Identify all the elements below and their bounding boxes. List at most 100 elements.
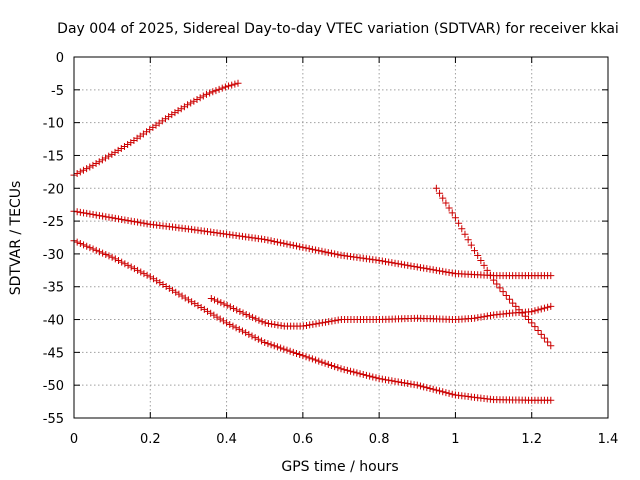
data-point — [121, 260, 129, 268]
data-point — [80, 241, 88, 249]
data-point — [86, 244, 94, 252]
x-tick-label: 0.6 — [293, 432, 314, 447]
data-point — [321, 248, 329, 256]
data-point — [118, 258, 126, 266]
data-point — [388, 259, 396, 267]
data-point — [248, 332, 256, 340]
data-point — [267, 237, 275, 245]
data-point — [197, 304, 205, 312]
data-point — [190, 97, 198, 105]
data-point — [277, 239, 285, 247]
y-tick-label: -15 — [43, 149, 64, 164]
data-point — [401, 379, 409, 387]
data-point — [219, 317, 227, 325]
data-point — [528, 308, 536, 316]
y-tick-label: -10 — [43, 117, 64, 132]
data-point — [305, 245, 313, 253]
data-point — [140, 270, 148, 278]
data-point — [325, 318, 333, 326]
data-point — [305, 354, 313, 362]
data-point — [223, 319, 231, 327]
data-point — [369, 373, 377, 381]
data-point — [206, 89, 214, 97]
data-point — [289, 348, 297, 356]
data-point — [394, 378, 402, 386]
data-point — [461, 230, 469, 238]
data-point — [95, 158, 103, 166]
data-point — [270, 342, 278, 350]
data-point — [385, 376, 393, 384]
data-point — [149, 275, 157, 283]
data-point — [483, 312, 491, 320]
data-point — [455, 219, 463, 227]
data-point — [401, 261, 409, 269]
data-point — [439, 267, 447, 275]
data-point — [537, 330, 545, 338]
data-point — [188, 298, 196, 306]
data-point — [115, 215, 122, 223]
x-tick-label: 0.2 — [140, 432, 161, 447]
data-point — [547, 396, 555, 404]
data-point — [264, 340, 272, 348]
data-point — [286, 347, 294, 355]
data-point — [242, 329, 250, 337]
data-point — [233, 306, 241, 314]
data-point — [73, 170, 81, 178]
data-point — [509, 299, 517, 307]
y-tick-label: -50 — [43, 379, 64, 394]
data-point — [308, 355, 316, 363]
data-point — [105, 213, 113, 221]
data-point — [499, 288, 507, 296]
data-point — [230, 304, 238, 312]
data-point — [410, 381, 418, 389]
data-point — [105, 252, 113, 260]
x-tick-label: 0.8 — [369, 432, 390, 447]
data-point — [544, 338, 552, 346]
data-point — [426, 384, 434, 392]
data-point — [327, 249, 335, 257]
data-point — [432, 266, 440, 274]
data-point — [318, 247, 326, 255]
series-track-4 — [207, 295, 555, 330]
data-point — [375, 256, 383, 264]
data-point — [184, 296, 192, 304]
series-track-1 — [70, 79, 242, 179]
data-point — [261, 235, 269, 243]
data-point — [426, 265, 434, 273]
data-point — [407, 380, 415, 388]
data-point — [238, 327, 246, 335]
data-point — [340, 366, 348, 374]
data-point — [146, 273, 154, 281]
data-point — [388, 377, 396, 385]
data-point — [92, 246, 100, 254]
data-point — [299, 322, 307, 330]
data-point — [191, 300, 199, 308]
data-point — [99, 212, 107, 220]
data-point — [439, 194, 447, 202]
data-point — [277, 344, 285, 352]
data-point — [118, 215, 126, 223]
y-tick-label: 0 — [56, 51, 64, 66]
data-point — [169, 286, 177, 294]
data-point — [436, 189, 444, 197]
data-point — [378, 375, 386, 383]
data-point — [258, 318, 266, 326]
x-tick-label: 1.2 — [521, 432, 542, 447]
data-point — [242, 311, 250, 319]
data-point — [436, 267, 444, 275]
data-point — [181, 294, 189, 302]
plot-frame — [73, 56, 609, 419]
data-point — [487, 311, 495, 319]
data-point — [214, 297, 222, 305]
data-point — [111, 214, 119, 222]
data-point — [309, 320, 317, 328]
data-point — [252, 315, 260, 323]
data-point — [471, 314, 479, 322]
data-point — [234, 79, 242, 87]
data-point — [130, 265, 138, 273]
data-series — [70, 79, 555, 404]
data-point — [251, 334, 259, 342]
data-point — [124, 217, 132, 225]
data-point — [486, 271, 494, 279]
x-axis-label: GPS time / hours — [281, 459, 398, 475]
